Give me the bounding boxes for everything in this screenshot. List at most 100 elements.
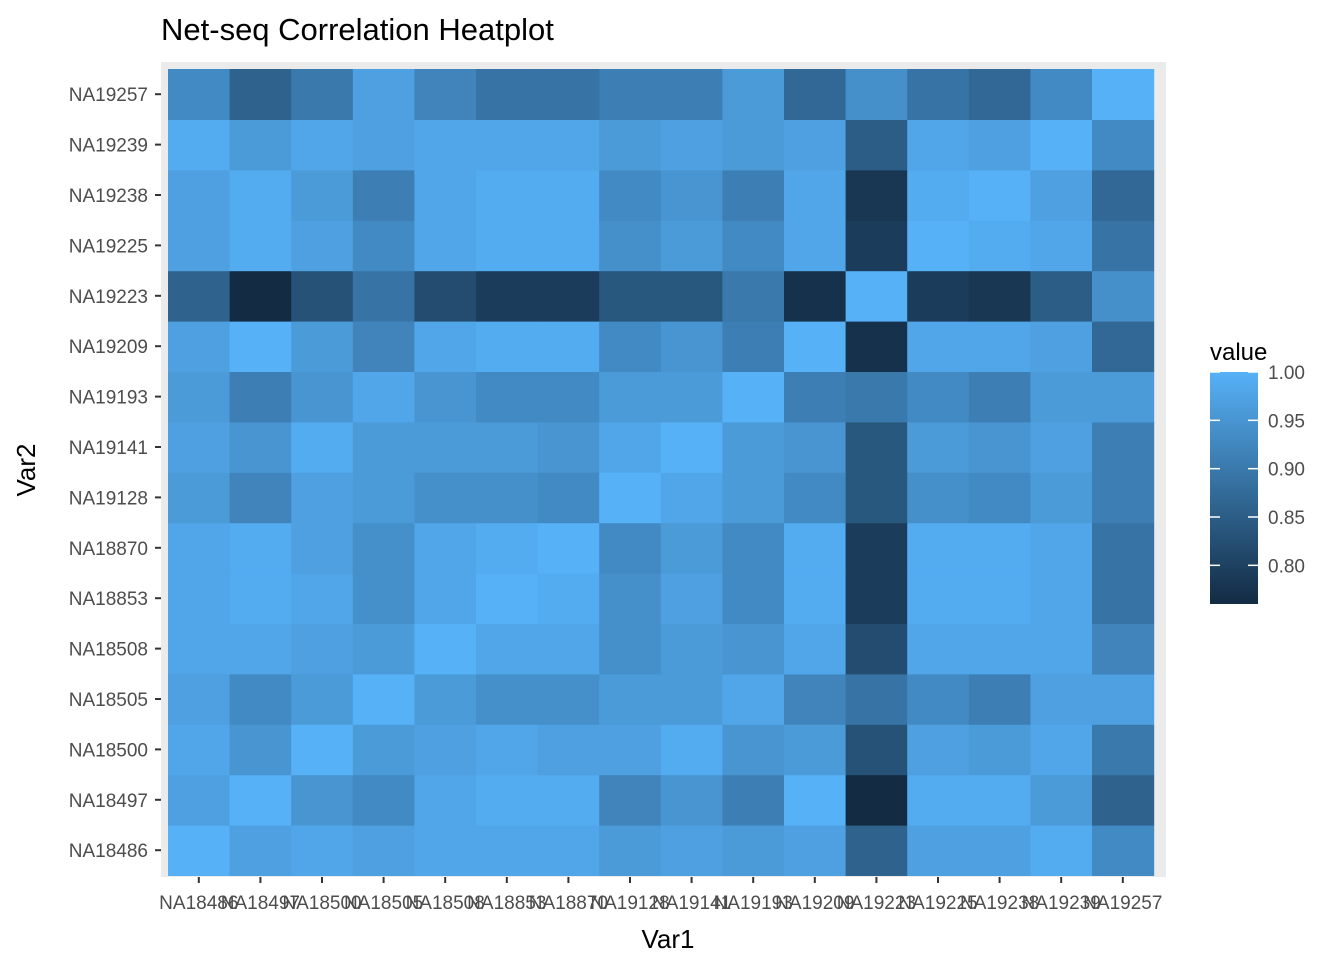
cell-NA19225-NA19209: [907, 321, 970, 372]
cell-NA18508-NA19141: [414, 421, 477, 473]
cell-NA19209-NA19257: [784, 69, 847, 120]
cell-NA19257-NA18870: [1092, 522, 1155, 574]
cell-NA19238-NA18508: [968, 623, 1031, 675]
cell-NA18497-NA19239: [229, 119, 292, 171]
cell-NA19223-NA19239: [845, 119, 908, 171]
cell-NA19209-NA19225: [784, 220, 847, 272]
cell-NA19238-NA19209: [968, 321, 1031, 372]
legend: value 0.80 0.85 0.90 0.95 1.00: [1210, 339, 1305, 604]
cell-NA19238-NA18497: [968, 774, 1031, 826]
cell-NA18497-NA19141: [229, 421, 292, 473]
cell-NA19141-NA19238: [660, 169, 723, 221]
cell-NA19238-NA18486: [968, 825, 1031, 876]
cell-NA19128-NA19193: [599, 371, 662, 423]
cell-NA19239-NA18508: [1030, 623, 1093, 675]
cell-NA19193-NA19141: [722, 421, 785, 473]
cell-NA19239-NA19141: [1030, 421, 1093, 473]
cell-NA18853-NA19128: [476, 472, 539, 524]
cell-NA18505-NA18505: [352, 673, 415, 725]
cell-NA18870-NA19193: [537, 371, 600, 423]
cell-NA18505-NA18508: [352, 623, 415, 675]
y-tick-label: NA18486: [69, 841, 148, 862]
cell-NA18508-NA19223: [414, 270, 477, 322]
x-tick-label: NA18505: [344, 893, 423, 914]
cell-NA19257-NA19257: [1092, 69, 1155, 120]
x-tick-label: NA19193: [714, 893, 793, 914]
y-tick-label: NA19141: [69, 438, 148, 459]
cell-NA19128-NA18853: [599, 573, 662, 624]
cell-NA19223-NA18486: [845, 825, 908, 876]
cell-NA19223-NA18508: [845, 623, 908, 675]
cell-NA18508-NA18508: [414, 623, 477, 675]
cell-NA19141-NA19209: [660, 321, 723, 372]
cell-NA18508-NA19257: [414, 69, 477, 120]
cell-NA19223-NA19209: [845, 321, 908, 372]
cell-NA19193-NA19239: [722, 119, 785, 171]
cell-NA19238-NA19238: [968, 169, 1031, 221]
cell-NA18500-NA19239: [291, 119, 354, 171]
y-tick-label: NA19209: [69, 337, 148, 358]
cell-NA18500-NA18508: [291, 623, 354, 675]
cell-NA18486-NA18486: [168, 825, 231, 876]
cell-NA19141-NA18500: [660, 724, 723, 776]
cell-NA19257-NA19141: [1092, 421, 1155, 473]
colorbar-ticks: 0.80 0.85 0.90 0.95 1.00: [1210, 363, 1305, 577]
cell-NA19141-NA18497: [660, 774, 723, 826]
cell-NA18486-NA19257: [168, 69, 231, 120]
cell-NA19225-NA19238: [907, 169, 970, 221]
cell-NA19257-NA19209: [1092, 321, 1155, 372]
cell-NA19128-NA19141: [599, 421, 662, 473]
cell-NA18497-NA18853: [229, 573, 292, 624]
cell-NA18870-NA18497: [537, 774, 600, 826]
cell-NA19225-NA18500: [907, 724, 970, 776]
cell-NA18486-NA18508: [168, 623, 231, 675]
x-tick-label: NA19225: [898, 893, 977, 914]
cell-NA18486-NA19209: [168, 321, 231, 372]
x-tick-label: NA19209: [775, 893, 854, 914]
cell-NA18486-NA19239: [168, 119, 231, 171]
y-tick-label: NA18497: [69, 791, 148, 812]
cell-NA19238-NA18870: [968, 522, 1031, 574]
cell-NA19239-NA19223: [1030, 270, 1093, 322]
cell-NA19257-NA19239: [1092, 119, 1155, 171]
cell-NA19141-NA19257: [660, 69, 723, 120]
x-axis-title: Var1: [642, 924, 695, 954]
cell-NA19141-NA19141: [660, 421, 723, 473]
cell-NA19209-NA18486: [784, 825, 847, 876]
cell-NA19128-NA19238: [599, 169, 662, 221]
cell-NA18497-NA19225: [229, 220, 292, 272]
cell-NA18505-NA18497: [352, 774, 415, 826]
cell-NA19239-NA19128: [1030, 472, 1093, 524]
cell-NA19209-NA19238: [784, 169, 847, 221]
y-tick-label: NA18870: [69, 539, 148, 560]
cell-NA18870-NA18505: [537, 673, 600, 725]
cell-NA19209-NA18497: [784, 774, 847, 826]
cell-NA19225-NA18508: [907, 623, 970, 675]
cell-NA18853-NA19193: [476, 371, 539, 423]
cell-NA19238-NA19223: [968, 270, 1031, 322]
colorbar-tick-label: 0.90: [1268, 460, 1305, 481]
cell-NA19238-NA19141: [968, 421, 1031, 473]
colorbar: [1210, 372, 1258, 604]
cell-NA19225-NA18870: [907, 522, 970, 574]
chart-title: Net-seq Correlation Heatplot: [161, 12, 554, 47]
cell-NA18486-NA19141: [168, 421, 231, 473]
cell-NA19239-NA18870: [1030, 522, 1093, 574]
x-tick-label: NA18508: [406, 893, 485, 914]
cell-NA19209-NA18870: [784, 522, 847, 574]
cell-NA18505-NA18870: [352, 522, 415, 574]
cell-NA18500-NA18853: [291, 573, 354, 624]
cell-NA18500-NA19225: [291, 220, 354, 272]
cell-NA18497-NA18870: [229, 522, 292, 574]
cell-NA18505-NA19238: [352, 169, 415, 221]
cell-NA19223-NA19193: [845, 371, 908, 423]
cell-NA18497-NA19209: [229, 321, 292, 372]
cell-NA19225-NA18505: [907, 673, 970, 725]
cell-NA19257-NA19223: [1092, 270, 1155, 322]
cell-NA19209-NA18500: [784, 724, 847, 776]
cell-NA18505-NA19223: [352, 270, 415, 322]
cell-NA19128-NA19225: [599, 220, 662, 272]
y-tick-label: NA19223: [69, 287, 148, 308]
cell-NA19193-NA19128: [722, 472, 785, 524]
cell-NA19209-NA18505: [784, 673, 847, 725]
